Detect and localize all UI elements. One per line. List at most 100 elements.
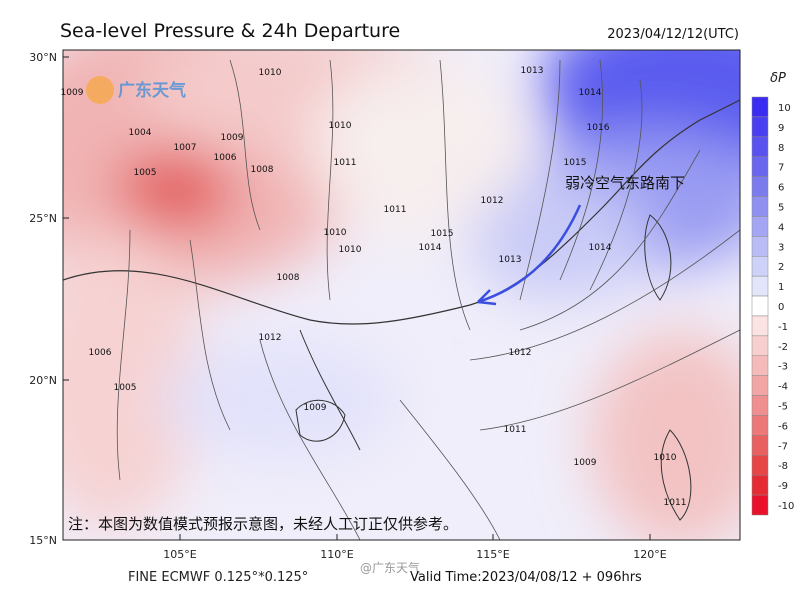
colorbar-box	[751, 96, 769, 118]
colorbar-tick-label: 5	[778, 202, 784, 213]
isobar-label: 1013	[499, 255, 522, 265]
colorbar-box	[751, 295, 769, 317]
colorbar-tick-label: -8	[778, 461, 788, 472]
colorbar-box	[751, 136, 769, 157]
colorbar-box	[751, 315, 769, 337]
colorbar-box	[751, 415, 769, 436]
isobar-label: 1005	[114, 383, 137, 393]
colorbar-tick-label: 10	[778, 103, 791, 114]
colorbar-box	[751, 375, 769, 396]
map-field	[63, 50, 740, 540]
colorbar-label: δP	[770, 71, 786, 86]
colorbar-tick-label: -9	[778, 481, 788, 492]
isobar-label: 1008	[251, 165, 274, 175]
colorbar-box	[751, 355, 769, 376]
lon-label: 105°E	[163, 548, 196, 561]
colorbar-tick-label: 3	[778, 242, 784, 253]
isobar-label: 1009	[221, 133, 244, 143]
colorbar-tick-label: 6	[778, 183, 784, 194]
colorbar-box	[751, 116, 769, 138]
time: 2023/04/12/12(UTC)	[607, 27, 739, 42]
isobar-label: 1010	[324, 228, 347, 238]
isobar-label: 1004	[129, 128, 152, 138]
colorbar-tick-label: -10	[778, 501, 794, 512]
isobar-label: 1013	[521, 66, 544, 76]
colorbar-box	[751, 455, 769, 476]
title: Sea-level Pressure & 24h Departure	[60, 20, 400, 42]
lon-label: 110°E	[320, 548, 353, 561]
colorbar-tick-label: -4	[778, 382, 788, 393]
colorbar-box	[751, 255, 769, 277]
colorbar-box	[751, 275, 769, 297]
isobar-label: 1014	[419, 243, 442, 253]
arrow-head	[477, 289, 497, 306]
isobar-labels: 1010 1009 1004 1005 1007 1006 1008 1009 1010 1011…	[61, 66, 687, 508]
watermark: @广东天气	[360, 560, 420, 575]
lat-label: 30°N	[29, 51, 57, 64]
axes: 30°N 25°N 20°N 15°N 105°E 110°E 115°E 120°E	[29, 51, 667, 561]
isobar-label: 1011	[664, 498, 687, 508]
footer-valid: Valid Time:2023/04/08/12 + 096hrs	[410, 570, 642, 585]
isobar-label: 1009	[61, 88, 84, 98]
lat-label: 25°N	[29, 212, 57, 225]
isobar-label: 1009	[304, 403, 327, 413]
colorbar-box	[751, 176, 769, 197]
lon-label: 120°E	[633, 548, 666, 561]
isobar-label: 1014	[589, 243, 612, 253]
isobar-label: 1012	[259, 333, 282, 343]
isobar-label: 1006	[214, 153, 237, 163]
annotation: 弱冷空气东路南下	[565, 174, 685, 192]
isobar-label: 1010	[329, 121, 352, 131]
isobar-label: 1011	[384, 205, 407, 215]
colorbar-box	[751, 395, 769, 416]
colorbar-tick-label: 7	[778, 163, 784, 174]
colorbar-box	[751, 335, 769, 357]
isobar-label: 1014	[579, 88, 602, 98]
isobar-label: 1006	[89, 348, 112, 358]
colorbar-box	[751, 236, 769, 257]
isobar-label: 1016	[587, 123, 610, 133]
colorbar-box	[751, 216, 769, 237]
colorbar-box	[751, 196, 769, 217]
note: 注：本图为数值模式预报示意图，未经人工订正仅供参考。	[68, 515, 458, 533]
logo: 广东天气	[118, 80, 186, 101]
footer-model: FINE ECMWF 0.125°*0.125°	[128, 570, 308, 585]
isobar-label: 1005	[134, 168, 157, 178]
colorbar-box	[751, 156, 769, 177]
colorbar-tick-label: 9	[778, 123, 784, 134]
colorbar-tick-label: 2	[778, 262, 784, 273]
arrow	[477, 204, 582, 304]
isobar-label: 1015	[564, 158, 587, 168]
colorbar-box	[751, 435, 769, 456]
isobar-label: 1007	[174, 143, 197, 153]
isobar-label: 1011	[334, 158, 357, 168]
colorbar-tick-label: -1	[778, 322, 788, 333]
isobar-label: 1011	[504, 425, 527, 435]
lat-label: 15°N	[29, 534, 57, 547]
map-frame	[62, 49, 741, 541]
colorbar-box	[751, 474, 769, 496]
isobar-label: 1012	[509, 348, 532, 358]
isobar-label: 1008	[277, 273, 300, 283]
colorbar-tick-label: 0	[778, 302, 784, 313]
isobar-label: 1010	[259, 68, 282, 78]
isobar-label: 1010	[339, 245, 362, 255]
lon-label: 115°E	[476, 548, 509, 561]
logo-icon	[86, 76, 114, 104]
isobar-label: 1010	[654, 453, 677, 463]
colorbar-tick-label: 1	[778, 282, 784, 293]
lat-label: 20°N	[29, 374, 57, 387]
isobar-label: 1012	[481, 196, 504, 206]
colorbar-tick-label: -2	[778, 342, 788, 353]
colorbar-tick-label: -3	[778, 362, 788, 373]
colorbar-tick-label: 4	[778, 222, 784, 233]
colorbar-box	[751, 494, 769, 516]
colorbar-tick-label: -7	[778, 441, 788, 452]
colorbar-tick-label: 8	[778, 143, 784, 154]
isobar-label: 1009	[574, 458, 597, 468]
colorbar-tick-label: -6	[778, 421, 788, 432]
isobar-label: 1015	[431, 229, 454, 239]
colorbar-tick-label: -5	[778, 402, 788, 413]
